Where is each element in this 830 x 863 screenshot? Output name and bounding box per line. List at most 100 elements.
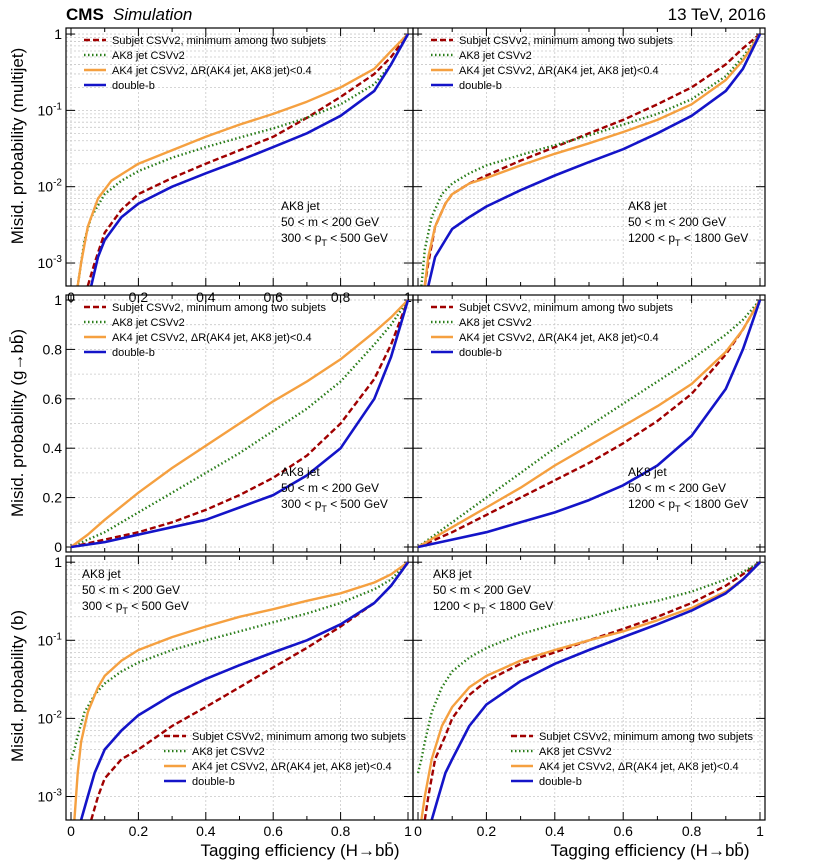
legend-label-subjet: Subjet CSVv2, minimum among two subjets xyxy=(192,731,406,743)
annotation-line: 50 < m < 200 GeV xyxy=(281,215,379,229)
annotation-line: AK8 jet xyxy=(281,199,320,213)
annotation-line: 300 < pT < 500 GeV xyxy=(281,497,388,514)
series-line-ak8 xyxy=(417,299,761,548)
cms-label: CMS xyxy=(66,5,104,24)
y-tick-label: 10-3 xyxy=(38,787,63,804)
y-axis-title-gbb: Misid. probability (g→bb̄) xyxy=(8,329,27,517)
axis-titles: Misid. probability (multijet) Misid. pro… xyxy=(8,48,750,860)
y-axis-title-multijet: Misid. probability (multijet) xyxy=(8,48,27,245)
series-line-ak4 xyxy=(70,299,409,548)
annotation-line: AK8 jet xyxy=(628,199,667,213)
annotation-line: AK8 jet xyxy=(82,567,121,581)
series-group xyxy=(76,33,410,286)
tick-marks xyxy=(413,28,765,286)
y-tick-label: 0.6 xyxy=(43,391,63,407)
series-line-subjet xyxy=(417,299,762,549)
series-line-subjet xyxy=(90,561,409,820)
series-line-ak4 xyxy=(420,561,761,820)
annotation-line: 1200 < pT < 1800 GeV xyxy=(433,599,553,616)
annotation: AK8 jet 50 < m < 200 GeV 300 < pT < 500 Ge… xyxy=(82,567,189,616)
series-line-ak8 xyxy=(420,33,761,286)
legend-label-ak4: AK4 jet CSVv2, ΔR(AK4 jet, AK8 jet)<0.4 xyxy=(112,332,312,344)
legend-label-ak8: AK8 jet CSVv2 xyxy=(192,746,265,758)
tick-marks xyxy=(413,556,765,820)
series-line-doubleb xyxy=(70,299,410,549)
tick-marks xyxy=(413,295,765,552)
legend-label-doubleb: double-b xyxy=(112,347,155,359)
y-tick-label: 1 xyxy=(54,292,62,308)
panel-frame xyxy=(412,294,766,553)
series-group xyxy=(416,561,761,820)
y-tick-label: 10-2 xyxy=(38,178,63,195)
series-line-ak4 xyxy=(417,299,762,549)
x-axis-title-left: Tagging efficiency (H→bb̄) xyxy=(200,841,399,860)
y-tick-label: 0 xyxy=(54,539,62,555)
series-line-ak8 xyxy=(76,33,410,286)
legend-label-doubleb: double-b xyxy=(192,776,235,788)
series-line-ak8 xyxy=(69,561,409,760)
panel-frame xyxy=(412,27,766,287)
tick-marks xyxy=(66,556,413,820)
legend-label-ak8: AK8 jet CSVv2 xyxy=(459,50,532,62)
series-line-ak8 xyxy=(416,561,761,774)
panel-b-low: 10-3 10-2 10-1 1 0 0.2 0.4 0.6 0.8 1 Subjet CSVv2,… xyxy=(38,554,414,839)
series-group xyxy=(420,33,762,286)
y-tick-label: 10-3 xyxy=(38,254,63,271)
series-line-subjet xyxy=(86,33,409,286)
legend-label-ak8: AK8 jet CSVv2 xyxy=(459,317,532,329)
x-tick-label: 0.8 xyxy=(331,823,351,839)
figure-header: CMS Simulation 13 TeV, 2016 xyxy=(66,5,766,24)
panel-b-high: 0 0.2 0.4 0.6 0.8 1 Subjet CSVv2, minimum amon… xyxy=(412,555,766,839)
legend-label-ak4: AK4 jet CSVv2, ΔR(AK4 jet, AK8 jet)<0.4 xyxy=(459,65,659,77)
series-line-doubleb xyxy=(430,561,761,820)
legend-label-doubleb: double-b xyxy=(539,776,582,788)
legend: Subjet CSVv2, minimum among two subjets A… xyxy=(431,302,673,359)
legend-label-subjet: Subjet CSVv2, minimum among two subjets xyxy=(459,302,673,314)
panel-frame xyxy=(412,555,766,821)
series-group xyxy=(417,299,762,549)
x-axis-title-right: Tagging efficiency (H→bb̄) xyxy=(550,841,749,860)
x-tick-label: 0.6 xyxy=(613,823,633,839)
legend-label-doubleb: double-b xyxy=(459,80,502,92)
annotation: AK8 jet 50 < m < 200 GeV 1200 < pT < 1800 … xyxy=(628,199,748,248)
annotation-line: 300 < pT < 500 GeV xyxy=(281,231,388,248)
x-tick-label: 0 xyxy=(414,823,422,839)
y-tick-label: 0.8 xyxy=(43,341,63,357)
legend-label-subjet: Subjet CSVv2, minimum among two subjets xyxy=(459,35,673,47)
legend: Subjet CSVv2, minimum among two subjets A… xyxy=(431,35,673,92)
series-group xyxy=(69,561,410,820)
annotation-line: 50 < m < 200 GeV xyxy=(433,583,531,597)
series-line-doubleb xyxy=(417,299,762,549)
x-tick-label: 0 xyxy=(67,823,75,839)
legend-label-subjet: Subjet CSVv2, minimum among two subjets xyxy=(112,302,326,314)
legend: Subjet CSVv2, minimum among two subjets A… xyxy=(164,731,406,788)
panel-multijet-high: Subjet CSVv2, minimum among two subjets A… xyxy=(412,27,766,287)
grid xyxy=(66,556,413,820)
series-line-subjet xyxy=(423,561,761,820)
y-tick-label: 10-2 xyxy=(38,709,63,726)
legend-label-doubleb: double-b xyxy=(112,80,155,92)
x-tick-label: 0.8 xyxy=(682,823,702,839)
legend: Subjet CSVv2, minimum among two subjets A… xyxy=(84,302,326,359)
simulation-label: Simulation xyxy=(113,5,192,24)
x-tick-label: 1 xyxy=(404,823,412,839)
grid xyxy=(66,295,413,552)
grid xyxy=(413,295,765,552)
series-line-ak4 xyxy=(76,33,409,286)
annotation: AK8 jet 50 < m < 200 GeV 1200 < pT < 1800 … xyxy=(433,567,553,616)
series-line-ak8 xyxy=(70,299,409,549)
annotation-line: 50 < m < 200 GeV xyxy=(628,481,726,495)
x-tick-label: 0.4 xyxy=(545,823,565,839)
x-tick-label: 0.2 xyxy=(477,823,497,839)
annotation-line: 1200 < pT < 1800 GeV xyxy=(628,497,748,514)
y-tick-label: 0.2 xyxy=(43,490,63,506)
annotation-line: AK8 jet xyxy=(628,465,667,479)
tick-marks xyxy=(66,295,413,552)
x-tick-label: 0.6 xyxy=(263,823,283,839)
annotation-line: 50 < m < 200 GeV xyxy=(281,481,379,495)
legend-label-ak4: AK4 jet CSVv2, ΔR(AK4 jet, AK8 jet)<0.4 xyxy=(192,761,392,773)
tick-marks xyxy=(66,28,413,286)
annotation-line: 1200 < pT < 1800 GeV xyxy=(628,231,748,248)
